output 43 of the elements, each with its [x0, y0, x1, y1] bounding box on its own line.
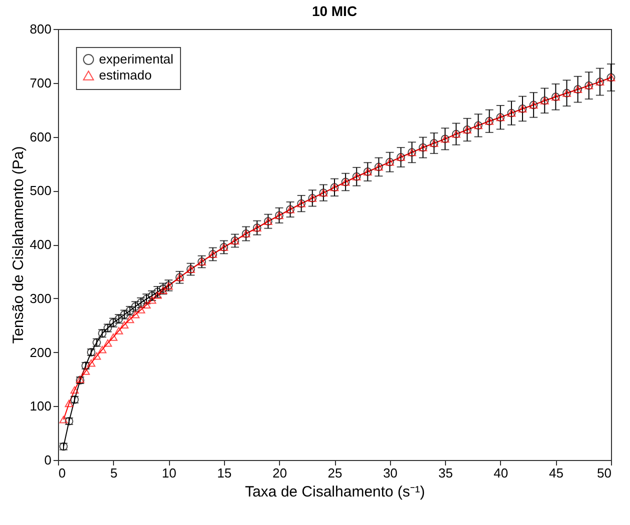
point — [136, 306, 146, 314]
y-tick-label: 400 — [30, 237, 52, 252]
x-tick-label: 35 — [438, 466, 453, 480]
x-tick-label: 30 — [383, 466, 398, 480]
point — [64, 400, 74, 408]
x-tick-label: 25 — [328, 466, 342, 480]
point — [131, 310, 140, 318]
x-tick-label: 0 — [58, 466, 66, 480]
y-tick-label: 600 — [30, 129, 52, 144]
point — [158, 286, 168, 294]
y-tick-label: 200 — [30, 344, 52, 360]
y-tick-label: 0 — [44, 452, 52, 468]
point — [81, 367, 90, 375]
x-tick-label: 10 — [162, 466, 176, 480]
y-tick-label: 500 — [30, 183, 52, 198]
y-axis-title: Tensão de Cislahamento (Pa) — [10, 146, 27, 344]
y-tick-label: 100 — [30, 398, 52, 414]
y-tick-label: 300 — [30, 290, 52, 306]
y-tick-label: 700 — [30, 75, 52, 90]
legend-label: experimental — [99, 52, 174, 66]
x-tick-label: 50 — [597, 466, 612, 480]
point — [104, 339, 112, 347]
point — [86, 359, 96, 367]
x-tick-label: 45 — [548, 466, 564, 480]
point — [70, 386, 79, 394]
x-tick-label: 20 — [272, 466, 287, 480]
point — [109, 333, 118, 341]
point — [98, 346, 106, 354]
x-tick-label: 5 — [110, 466, 118, 480]
y-tick-label: 800 — [30, 22, 52, 36]
point — [114, 326, 124, 334]
point — [120, 321, 129, 328]
point — [148, 296, 156, 304]
point — [59, 416, 68, 424]
x-tick-label: 40 — [494, 466, 508, 480]
chart-title: 10 MIC — [312, 3, 358, 19]
x-tick-label: 15 — [217, 466, 232, 480]
point — [92, 352, 101, 360]
legend-label: estimado — [99, 68, 152, 82]
point — [142, 301, 151, 309]
x-axis-title: Taxa de Cisalhamento (s⁻¹) — [244, 484, 426, 500]
point — [153, 291, 162, 299]
point — [126, 316, 134, 324]
